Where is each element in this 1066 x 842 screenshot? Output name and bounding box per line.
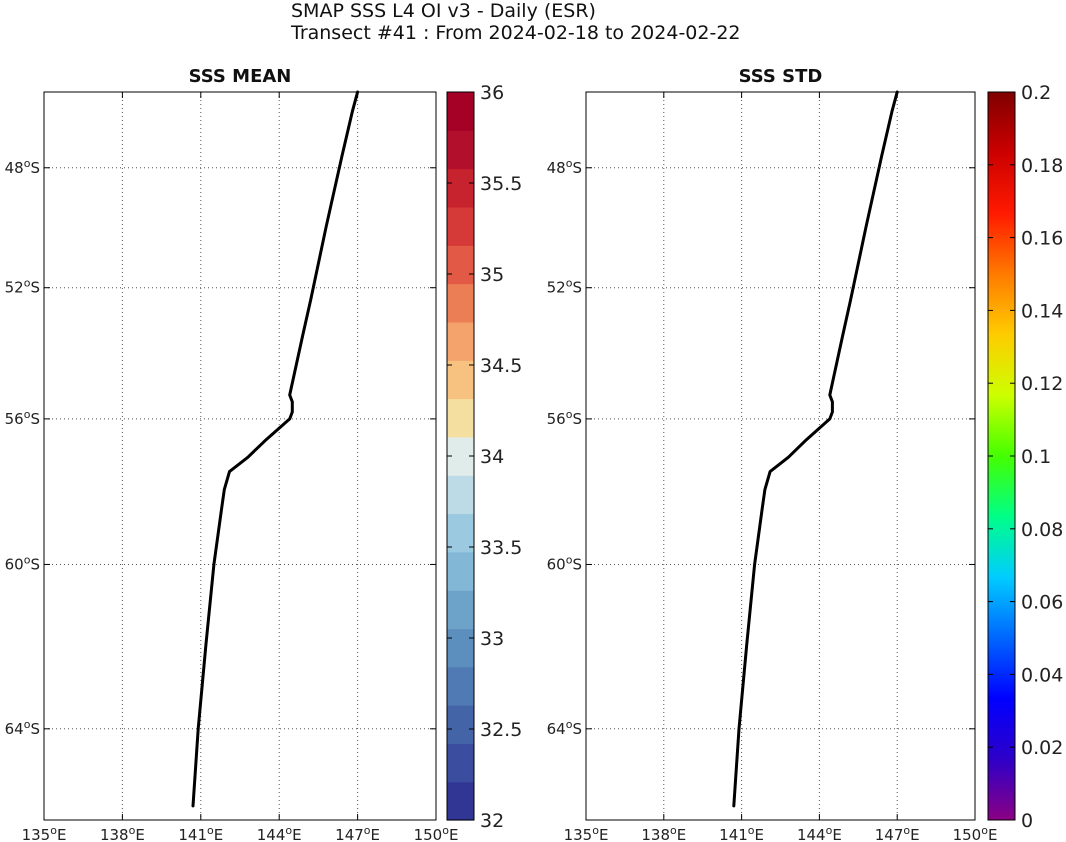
colorbar-step — [447, 513, 474, 553]
lat-tick-label: 56oS — [5, 408, 40, 428]
colorbar-tick-label: 32 — [480, 810, 504, 832]
colorbar-tick-label: 34 — [480, 446, 504, 468]
lat-tick-label: 48oS — [5, 157, 40, 177]
colorbar-tick-label: 0.08 — [1021, 519, 1063, 541]
figure-title-line1: SMAP SSS L4 OI v3 - Daily (ESR) — [291, 0, 596, 22]
colorbar-step — [447, 206, 474, 246]
colorbar-tick-label: 0.14 — [1021, 300, 1063, 322]
map-frame — [43, 91, 437, 821]
colorbar-tick-label: 33.5 — [480, 537, 522, 559]
lat-tick-label: 64oS — [5, 718, 40, 738]
colorbar-tick-label: 0.18 — [1021, 155, 1063, 177]
colorbar-sss-std: 0 0.02 0.04 0.06 0.08 0.1 0.12 0.14 0.16 0.18 0.2 — [987, 82, 1063, 832]
lat-tick-label: 52oS — [547, 277, 582, 297]
colorbar-step — [447, 360, 474, 400]
map-frame — [585, 91, 976, 821]
colorbar-step — [447, 168, 474, 208]
lat-tick-label: 56oS — [547, 408, 582, 428]
colorbar-step — [447, 666, 474, 706]
lon-tick-label: 135oE — [22, 824, 67, 842]
colorbar-tick-label: 33 — [480, 628, 504, 650]
figure-title-line2: Transect #41 : From 2024-02-18 to 2024-0… — [291, 22, 741, 44]
colorbar-step — [447, 705, 474, 744]
panel-title-sss-std: SSS STD — [738, 66, 823, 87]
colorbar-step — [447, 628, 474, 668]
panel-title-sss-mean: SSS MEAN — [188, 66, 292, 87]
colorbar-tick-label: 0.16 — [1021, 228, 1063, 250]
lat-tick-label: 60oS — [5, 553, 40, 573]
lon-tick-label: 141oE — [178, 824, 223, 842]
lat-tick-label: 64oS — [547, 718, 582, 738]
lon-tick-label: 147oE — [875, 824, 920, 842]
colorbar-step — [447, 781, 474, 821]
colorbar-tick-label: 36 — [480, 82, 504, 104]
colorbar-step — [447, 245, 474, 285]
lon-tick-label: 144oE — [797, 824, 842, 842]
lon-tick-label: 138oE — [100, 824, 145, 842]
lon-tick-label: 141oE — [719, 824, 764, 842]
lat-tick-label: 60oS — [547, 553, 582, 573]
lon-tick-label: 150oE — [953, 824, 998, 842]
colorbar-tick-label: 0 — [1021, 810, 1033, 832]
map-panel-sss-std: 135oE 138oE 141oE 144oE 147oE 150oE 48oS 52oS 56… — [547, 90, 998, 842]
colorbar-tick-label: 0.12 — [1021, 373, 1063, 395]
map-panel-sss-mean: 135oE 138oE 141oE 144oE 147oE 150oE 48oS 52oS 56… — [5, 90, 459, 842]
colorbar-step — [447, 283, 474, 323]
transect-track — [732, 90, 899, 808]
lat-tick-label: 52oS — [5, 277, 40, 297]
colorbar-tick-label: 32.5 — [480, 719, 522, 741]
lon-tick-label: 150oE — [414, 824, 459, 842]
lon-tick-label: 138oE — [641, 824, 686, 842]
map-background — [586, 92, 975, 820]
map-background — [44, 92, 436, 820]
colorbar-step — [447, 743, 474, 783]
colorbar-tick-label: 0.2 — [1021, 82, 1051, 104]
colorbar-tick-label: 0.04 — [1021, 664, 1063, 686]
colorbar-step — [447, 130, 474, 170]
colorbar-step — [447, 551, 474, 591]
colorbar-sss-mean: 32 32.5 33 33.5 34 34.5 35 35.5 36 — [446, 82, 522, 832]
colorbar-tick-label: 35 — [480, 264, 504, 286]
lat-tick-label: 48oS — [547, 157, 582, 177]
colorbar-step — [447, 92, 474, 131]
colorbar-step — [447, 321, 474, 361]
transect-track — [191, 90, 360, 808]
lon-tick-label: 147oE — [335, 824, 380, 842]
colorbar-step — [447, 590, 474, 630]
colorbar-tick-label: 0.1 — [1021, 446, 1051, 468]
colorbar-step — [447, 475, 474, 515]
colorbar-tick-label: 0.02 — [1021, 737, 1063, 759]
colorbar-tick-label: 35.5 — [480, 173, 522, 195]
lon-tick-label: 135oE — [564, 824, 609, 842]
colorbar-step — [447, 398, 474, 438]
lon-tick-label: 144oE — [257, 824, 302, 842]
colorbar-tick-label: 34.5 — [480, 355, 522, 377]
colorbar-tick-label: 0.06 — [1021, 592, 1063, 614]
